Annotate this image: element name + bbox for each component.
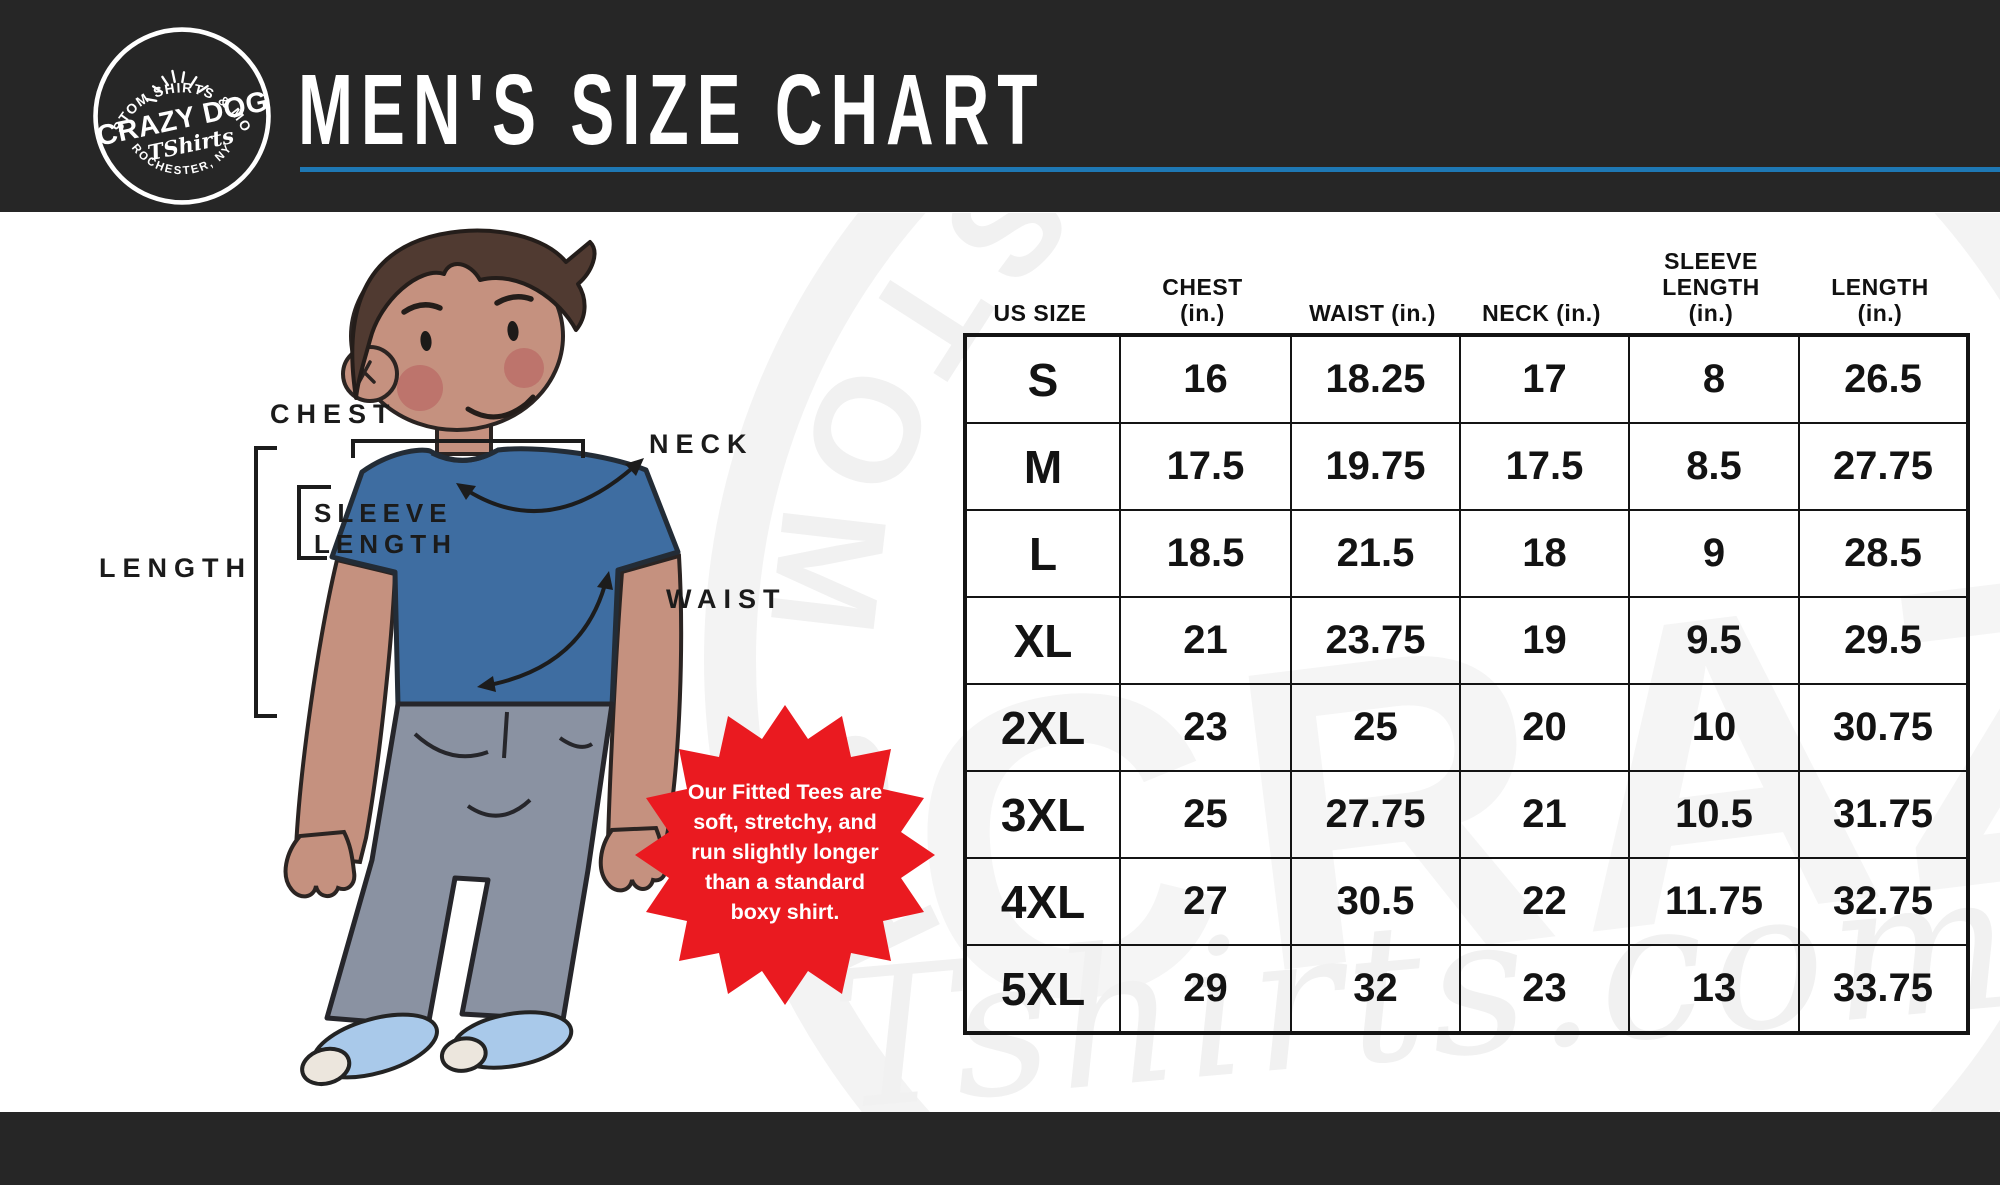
measurement-cell: 13 — [1629, 945, 1799, 1032]
sleeve-length-label-line2: LENGTH — [314, 529, 457, 559]
footer-bar — [0, 1112, 2000, 1185]
size-table: S 16 18.25 17 8 26.5 M 17.5 19.75 17.5 8.5 27.75 L 18… — [963, 333, 1970, 1035]
size-cell: 4XL — [966, 858, 1120, 945]
measurement-cell: 23.75 — [1291, 597, 1460, 684]
logo-sparkle-icon — [145, 69, 209, 102]
measurement-cell: 10 — [1629, 684, 1799, 771]
measurement-cell: 29 — [1120, 945, 1291, 1032]
measurement-cell: 31.75 — [1799, 771, 1967, 858]
table-column-header: WAIST (in.) — [1309, 300, 1436, 326]
table-header-row: US SIZE CHEST (in.) WAIST (in.) NECK (in.) S… — [963, 233, 1964, 331]
table-column-header: LENGTH (in.) — [1831, 274, 1929, 326]
measurement-cell: 27.75 — [1291, 771, 1460, 858]
measurement-cell: 11.75 — [1629, 858, 1799, 945]
sleeve-length-label-line1: SLEEVE — [314, 498, 453, 528]
measurement-cell: 18 — [1460, 510, 1629, 597]
chest-label: CHEST — [270, 399, 397, 429]
size-cell: XL — [966, 597, 1120, 684]
table-column-header: CHEST (in.) — [1162, 274, 1243, 326]
measurement-cell: 25 — [1120, 771, 1291, 858]
measurement-cell: 23 — [1120, 684, 1291, 771]
measurement-cell: 33.75 — [1799, 945, 1967, 1032]
crazy-dog-logo: CUSTOM SHIRTS & MORE ROCHESTER, NY CRAZY… — [88, 24, 271, 205]
measurement-cell: 30.75 — [1799, 684, 1967, 771]
measurement-cell: 32.75 — [1799, 858, 1967, 945]
measurement-cell: 10.5 — [1629, 771, 1799, 858]
waist-label: WAIST — [666, 584, 787, 614]
size-cell: 3XL — [966, 771, 1120, 858]
measurement-cell: 22 — [1460, 858, 1629, 945]
callout-line: Our Fitted Tees are — [687, 780, 883, 804]
table-column-header: NECK (in.) — [1482, 300, 1601, 326]
size-cell: M — [966, 423, 1120, 510]
measurement-cell: 25 — [1291, 684, 1460, 771]
measurement-cell: 23 — [1460, 945, 1629, 1032]
callout-line: soft, stretchy, and — [693, 810, 877, 834]
table-column-header: SLEEVE LENGTH (in.) — [1662, 248, 1760, 326]
measurement-cell: 9.5 — [1629, 597, 1799, 684]
callout-line: run slightly longer — [691, 840, 879, 864]
header-bar: CUSTOM SHIRTS & MORE ROCHESTER, NY CRAZY… — [0, 0, 2000, 212]
measurement-cell: 17 — [1460, 336, 1629, 423]
length-label: LENGTH — [99, 553, 252, 583]
size-cell: L — [966, 510, 1120, 597]
measurement-cell: 32 — [1291, 945, 1460, 1032]
measurement-cell: 9 — [1629, 510, 1799, 597]
measurement-cell: 19 — [1460, 597, 1629, 684]
measurement-cell: 27.75 — [1799, 423, 1967, 510]
page-title: MEN'S SIZE CHART — [298, 54, 1046, 166]
table-column-header: US SIZE — [993, 300, 1087, 326]
measurement-cell: 18.5 — [1120, 510, 1291, 597]
measurement-cell: 21.5 — [1291, 510, 1460, 597]
callout-text: Our Fitted Tees are soft, stretchy, and ru… — [660, 777, 910, 927]
measurement-cell: 26.5 — [1799, 336, 1967, 423]
measurement-cell: 19.75 — [1291, 423, 1460, 510]
measurement-cell: 21 — [1120, 597, 1291, 684]
neck-label: NECK — [649, 429, 754, 459]
callout-line: boxy shirt. — [730, 900, 840, 924]
callout-line: than a standard — [704, 870, 866, 894]
size-cell: 5XL — [966, 945, 1120, 1032]
measurement-cell: 27 — [1120, 858, 1291, 945]
measurement-cell: 8 — [1629, 336, 1799, 423]
measurement-cell: 16 — [1120, 336, 1291, 423]
measurement-cell: 29.5 — [1799, 597, 1967, 684]
measurement-cell: 17.5 — [1460, 423, 1629, 510]
measurement-cell: 8.5 — [1629, 423, 1799, 510]
watermark-ring — [704, 213, 2000, 1112]
measurement-cell: 28.5 — [1799, 510, 1967, 597]
sleeve-length-label: SLEEVE LENGTH — [314, 498, 457, 560]
measurement-cell: 30.5 — [1291, 858, 1460, 945]
title-underline — [300, 167, 2000, 172]
size-cell: 2XL — [966, 684, 1120, 771]
measurement-cell: 20 — [1460, 684, 1629, 771]
measurement-cell: 21 — [1460, 771, 1629, 858]
measurement-cell: 17.5 — [1120, 423, 1291, 510]
size-cell: S — [966, 336, 1120, 423]
measurement-cell: 18.25 — [1291, 336, 1460, 423]
